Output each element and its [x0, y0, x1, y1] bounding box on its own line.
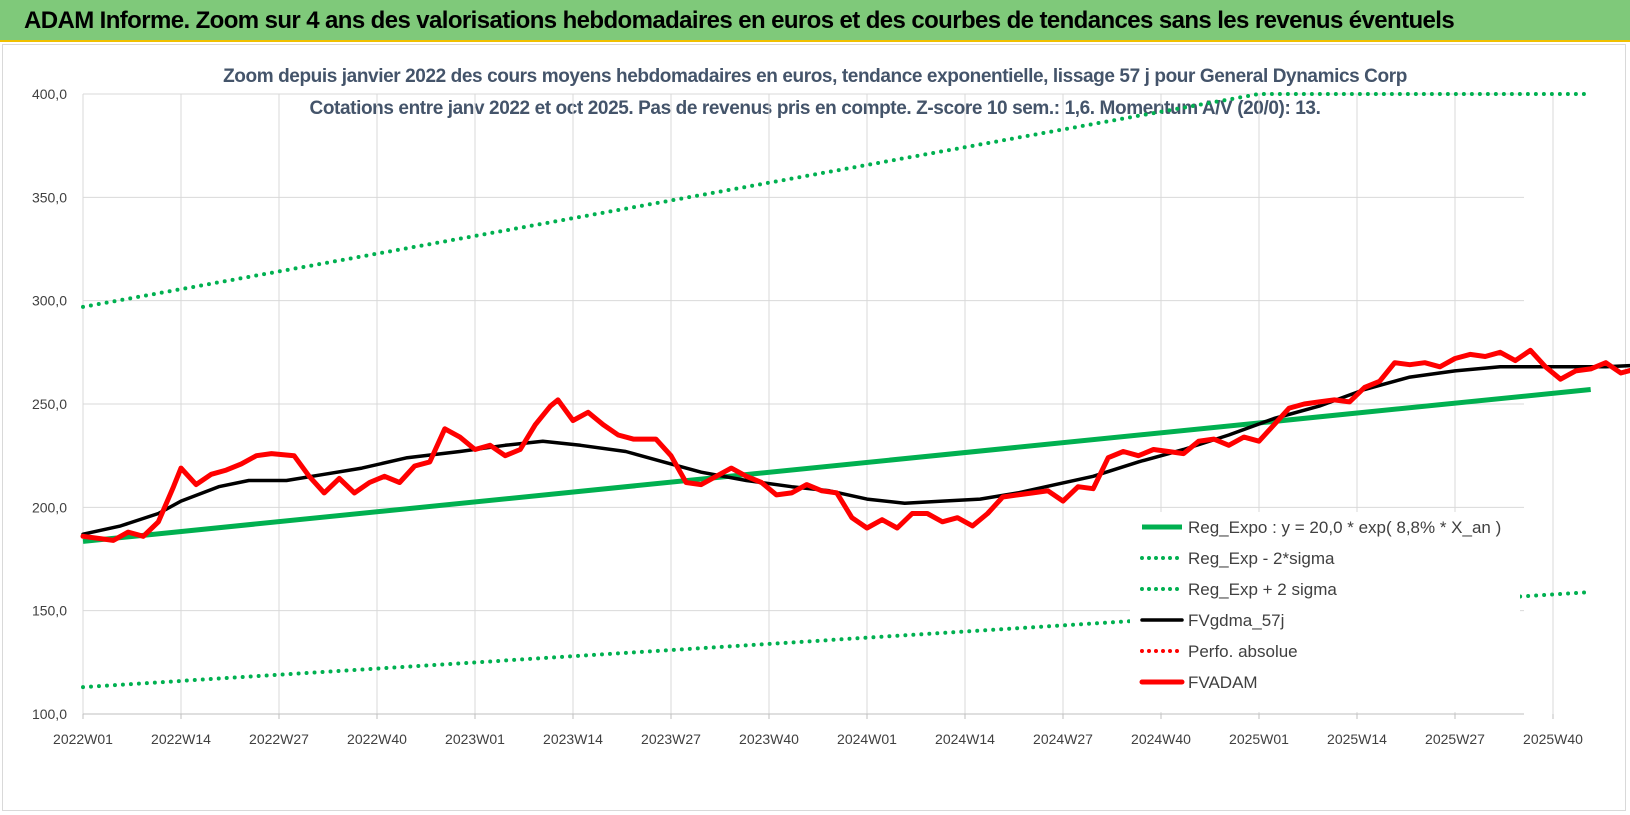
legend-label: Reg_Expo : y = 20,0 * exp( 8,8% * X_an ): [1188, 518, 1501, 537]
legend-label: Perfo. absolue: [1188, 642, 1298, 661]
x-tick-label: 2022W27: [249, 731, 309, 747]
x-tick-label: 2023W14: [543, 731, 603, 747]
x-tick-label: 2025W27: [1425, 731, 1485, 747]
x-tick-label: 2025W14: [1327, 731, 1387, 747]
plot-area: [80, 92, 1630, 690]
x-tick-label: 2024W27: [1033, 731, 1093, 747]
y-tick-label: 150,0: [32, 603, 67, 619]
legend-box: [1130, 512, 1520, 712]
x-axis: 2022W01 2022W14 2022W27 2022W40 2023W01 2023W…: [53, 713, 1583, 747]
x-tick-label: 2024W40: [1131, 731, 1191, 747]
legend: Reg_Expo : y = 20,0 * exp( 8,8% * X_an )…: [1130, 512, 1520, 712]
x-tick-label: 2022W01: [53, 731, 113, 747]
legend-label: Reg_Exp + 2 sigma: [1188, 580, 1337, 599]
legend-label: Reg_Exp - 2*sigma: [1188, 549, 1335, 568]
series-line-reg_exp: [81, 92, 1593, 309]
series-line-fvgdma_57j: [81, 363, 1630, 536]
x-tick-label: 2024W01: [837, 731, 897, 747]
x-tick-label: 2025W01: [1229, 731, 1289, 747]
y-tick-label: 400,0: [32, 86, 67, 102]
y-tick-label: 300,0: [32, 293, 67, 309]
series-line-fvadam: [80, 347, 1630, 543]
x-tick-label: 2023W01: [445, 731, 505, 747]
x-tick-label: 2025W40: [1523, 731, 1583, 747]
x-tick-label: 2024W14: [935, 731, 995, 747]
x-tick-label: 2023W40: [739, 731, 799, 747]
chart-title: Zoom depuis janvier 2022 des cours moyen…: [223, 66, 1407, 87]
y-tick-label: 250,0: [32, 396, 67, 412]
report-banner: ADAM Informe. Zoom sur 4 ans des valoris…: [0, 0, 1630, 42]
chart-subtitle: Cotations entre janv 2022 et oct 2025. P…: [309, 98, 1321, 119]
series-line-reg_expo: [82, 387, 1591, 544]
x-tick-label: 2022W40: [347, 731, 407, 747]
y-tick-label: 350,0: [32, 189, 67, 205]
x-tick-label: 2023W27: [641, 731, 701, 747]
y-tick-label: 200,0: [32, 499, 67, 515]
y-tick-label: 100,0: [32, 706, 67, 722]
x-tick-label: 2022W14: [151, 731, 211, 747]
y-axis: 100,0 150,0 200,0 250,0 300,0 350,0 400,0: [32, 86, 67, 722]
legend-label: FVADAM: [1188, 673, 1258, 692]
report-title: ADAM Informe. Zoom sur 4 ans des valoris…: [24, 7, 1455, 34]
legend-label: FVgdma_57j: [1188, 611, 1284, 630]
chart-frame: [2, 44, 1626, 811]
